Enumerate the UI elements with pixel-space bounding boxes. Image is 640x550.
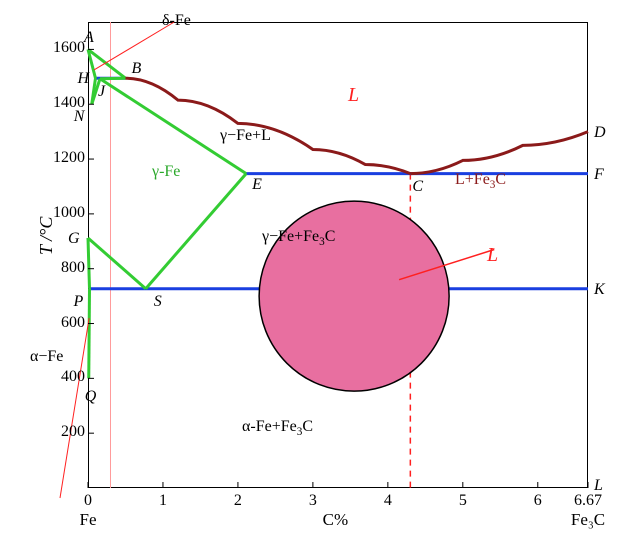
y-tick: 600 [25, 314, 85, 332]
y-tick: 200 [25, 423, 85, 441]
region-label: L [348, 84, 359, 107]
x-axis-label: Fe [80, 510, 97, 530]
region-label: α−Fe [30, 348, 63, 366]
y-axis-label: T /°C [36, 217, 57, 255]
x-axis-label: Fe₃C [571, 510, 605, 530]
y-tick: 800 [25, 259, 85, 277]
y-tick: 400 [25, 368, 85, 386]
point-label-F: F [594, 166, 604, 184]
point-label-J: J [98, 83, 105, 101]
phase-diagram-svg [0, 0, 640, 550]
diagram-stage: T /°C 2004006008001000120014001600012345… [0, 0, 640, 550]
region-label: L+Fe3C [455, 171, 506, 191]
x-tick: 1 [159, 492, 167, 510]
point-label-G: G [68, 230, 80, 248]
point-label-A: A [84, 29, 94, 47]
region-label: L [487, 244, 498, 267]
region-label: α-Fe+Fe3C [242, 418, 313, 438]
x-tick: 4 [384, 492, 392, 510]
point-label-K: K [594, 281, 605, 299]
point-label-N: N [74, 108, 85, 126]
y-tick: 1200 [25, 149, 85, 167]
region-label: γ-Fe [152, 163, 180, 181]
region-label: γ−Fe+Fe3C [262, 228, 335, 248]
region-label: δ-Fe [162, 12, 191, 30]
x-tick: 6 [534, 492, 542, 510]
y-tick: 1000 [25, 204, 85, 222]
x-tick: 5 [459, 492, 467, 510]
point-label-P: P [73, 293, 83, 311]
y-tick: 1600 [25, 39, 85, 57]
x-tick: 2 [234, 492, 242, 510]
point-label-C: C [412, 178, 423, 196]
point-label-E: E [252, 176, 262, 194]
x-axis-label: C% [323, 510, 349, 530]
point-label-Lbr: L [594, 477, 603, 495]
region-label: γ−Fe+L [220, 127, 271, 145]
point-label-B: B [131, 60, 141, 78]
point-label-S: S [154, 293, 162, 311]
point-label-Q: Q [85, 388, 97, 406]
x-tick: 0 [84, 492, 92, 510]
x-tick: 3 [309, 492, 317, 510]
point-label-H: H [77, 70, 89, 88]
point-label-D: D [594, 124, 606, 142]
